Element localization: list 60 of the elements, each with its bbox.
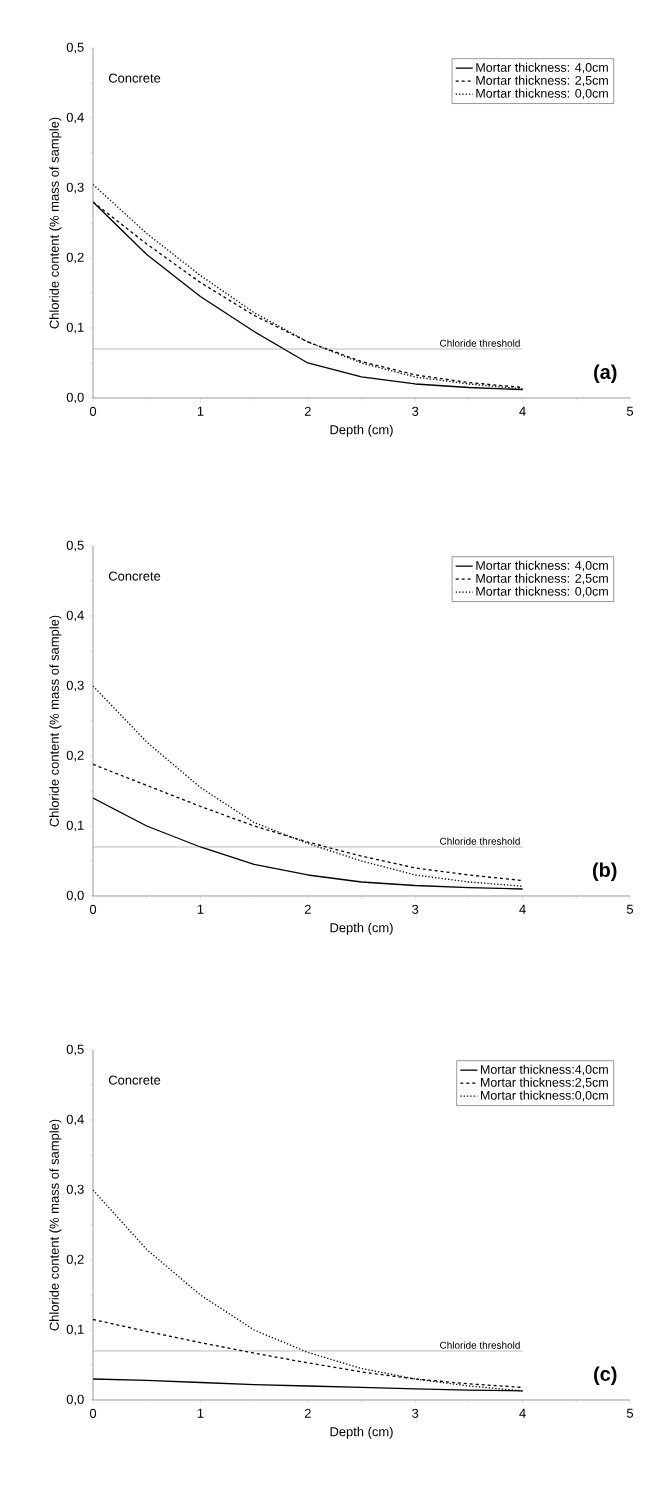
y-tick-label: 0,1 xyxy=(66,820,84,832)
x-tick-label: 2 xyxy=(304,1408,311,1418)
x-tick-label: 5 xyxy=(626,1408,634,1418)
y-axis-title: Chloride content (% mass of sample) xyxy=(49,117,62,329)
annotation: (b) xyxy=(592,862,617,881)
y-tick-label: 0,4 xyxy=(66,112,84,124)
y-tick-label: 0,5 xyxy=(66,540,84,552)
annotation: (c) xyxy=(594,1366,617,1385)
y-tick-label: 0,3 xyxy=(66,1184,84,1196)
x-tick-label: 1 xyxy=(197,904,204,914)
x-tick-label: 5 xyxy=(626,904,634,914)
x-tick-label: 4 xyxy=(519,406,526,416)
x-tick-label: 1 xyxy=(197,1408,204,1418)
annotation: Concrete xyxy=(108,571,161,581)
x-tick-label: 3 xyxy=(412,1408,419,1418)
legend-label: Mortar thickness: 2,5cm xyxy=(476,75,608,87)
x-axis-title: Depth (cm) xyxy=(330,424,393,437)
x-axis-title: Depth (cm) xyxy=(330,922,393,935)
annotation: Concrete xyxy=(108,73,161,83)
legend-label: Mortar thickness: 4,0cm xyxy=(476,62,608,74)
y-tick-label: 0,2 xyxy=(66,750,84,762)
x-tick-label: 4 xyxy=(519,904,526,914)
y-tick-label: 0,2 xyxy=(66,1254,84,1266)
y-tick-label: 0,3 xyxy=(66,680,84,692)
annotation: (a) xyxy=(594,364,617,383)
x-tick-label: 0 xyxy=(89,406,97,416)
x-tick-label: 4 xyxy=(519,1408,526,1418)
x-tick-label: 1 xyxy=(197,406,204,416)
legend-label: Mortar thickness:2,5cm xyxy=(481,1077,608,1089)
y-tick-label: 0,3 xyxy=(66,182,84,194)
legend-label: Mortar thickness: 2,5cm xyxy=(476,573,608,585)
annotation: Concrete xyxy=(108,1075,161,1085)
y-tick-label: 0,4 xyxy=(66,1114,84,1126)
legend-label: Mortar thickness:4,0cm xyxy=(481,1064,608,1076)
y-tick-label: 0,0 xyxy=(66,1394,84,1406)
ref-line-label: Chloride threshold xyxy=(440,837,520,845)
legend-label: Mortar thickness: 0,0cm xyxy=(476,88,608,100)
y-tick-label: 0,0 xyxy=(66,890,84,902)
x-axis-title: Depth (cm) xyxy=(330,1426,393,1439)
y-axis-title: Chloride content (% mass of sample) xyxy=(49,615,62,827)
ref-line-label: Chloride threshold xyxy=(440,339,520,347)
x-tick-label: 3 xyxy=(412,406,419,416)
x-tick-label: 5 xyxy=(626,406,634,416)
y-tick-label: 0,2 xyxy=(66,252,84,264)
legend-label: Mortar thickness: 4,0cm xyxy=(476,560,608,572)
x-tick-label: 0 xyxy=(89,904,97,914)
ref-line-label: Chloride threshold xyxy=(440,1341,520,1349)
y-tick-label: 0,1 xyxy=(66,1324,84,1336)
x-tick-label: 0 xyxy=(89,1408,97,1418)
legend-label: Mortar thickness:0,0cm xyxy=(481,1090,608,1102)
y-axis-title: Chloride content (% mass of sample) xyxy=(49,1119,62,1331)
y-tick-label: 0,1 xyxy=(66,322,84,334)
y-tick-label: 0,4 xyxy=(66,610,84,622)
legend-label: Mortar thickness: 0,0cm xyxy=(476,586,608,598)
x-tick-label: 3 xyxy=(412,904,419,914)
y-tick-label: 0,5 xyxy=(66,42,84,54)
y-tick-label: 0,5 xyxy=(66,1044,84,1056)
y-tick-label: 0,0 xyxy=(66,392,84,404)
x-tick-label: 2 xyxy=(304,406,311,416)
x-tick-label: 2 xyxy=(304,904,311,914)
